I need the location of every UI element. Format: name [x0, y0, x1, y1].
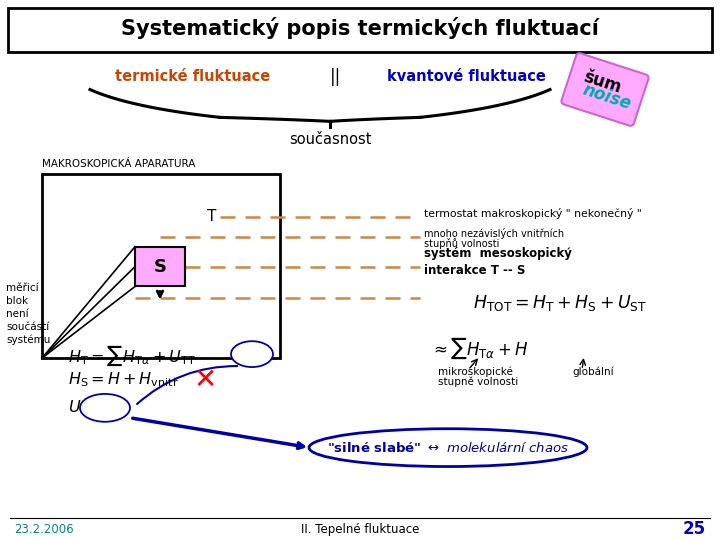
Text: blok: blok — [6, 296, 28, 306]
Text: stupňů volnosti: stupňů volnosti — [424, 238, 500, 249]
Ellipse shape — [231, 341, 273, 367]
Text: mnoho nezávislých vnitřních: mnoho nezávislých vnitřních — [424, 228, 564, 239]
Text: mikroskopické: mikroskopické — [438, 367, 513, 377]
Text: MAKROSKOPICKÁ APARATURA: MAKROSKOPICKÁ APARATURA — [42, 159, 195, 169]
Text: $U_{\mathrm{ST}} = ?$: $U_{\mathrm{ST}} = ?$ — [68, 399, 123, 417]
Text: Systematický popis termických fluktuací: Systematický popis termických fluktuací — [121, 17, 599, 39]
Text: šum: šum — [580, 68, 624, 97]
Text: ||: || — [330, 68, 341, 86]
Text: $\approx \sum H_{\mathrm{T}\alpha} + H$: $\approx \sum H_{\mathrm{T}\alpha} + H$ — [430, 335, 528, 361]
Bar — [135, 247, 185, 287]
Text: současnost: současnost — [289, 132, 372, 147]
Text: stupně volnosti: stupně volnosti — [438, 377, 518, 387]
FancyBboxPatch shape — [562, 53, 649, 126]
Text: součástí: součástí — [6, 322, 49, 332]
Text: $H_{\mathrm{T}} = \sum H_{\mathrm{T}\alpha} + U_{\mathrm{TT}}$: $H_{\mathrm{T}} = \sum H_{\mathrm{T}\alp… — [68, 344, 196, 368]
Text: globální: globální — [572, 367, 613, 377]
Text: měřicí: měřicí — [6, 284, 39, 293]
Text: "silné slabé" $\leftrightarrow$ $\mathbf{\mathit{molekulární\ chaos}}$: "silné slabé" $\leftrightarrow$ $\mathbf… — [327, 441, 569, 455]
Ellipse shape — [309, 429, 587, 467]
Text: $H_{\mathrm{S}} = H + H_{\mathrm{vnitř}}$: $H_{\mathrm{S}} = H + H_{\mathrm{vnitř}}… — [68, 370, 179, 389]
Text: interakce T -- S: interakce T -- S — [424, 264, 526, 277]
Text: termické fluktuace: termické fluktuace — [115, 69, 271, 84]
Text: $H_{\mathrm{TOT}} = H_{\mathrm{T}} + H_{\mathrm{S}} + U_{\mathrm{ST}}$: $H_{\mathrm{TOT}} = H_{\mathrm{T}} + H_{… — [473, 293, 647, 313]
Text: systém  mesoskopický: systém mesoskopický — [424, 247, 572, 260]
Text: 23.2.2006: 23.2.2006 — [14, 523, 73, 536]
Bar — [8, 8, 712, 52]
Bar — [42, 174, 280, 358]
Text: ✕: ✕ — [194, 366, 217, 394]
Text: II. Tepelné fluktuace: II. Tepelné fluktuace — [301, 523, 419, 536]
Text: S: S — [153, 258, 166, 275]
Text: noise: noise — [580, 80, 634, 113]
Text: T: T — [207, 210, 216, 224]
Text: kvantové fluktuace: kvantové fluktuace — [387, 69, 546, 84]
Text: není: není — [6, 309, 29, 319]
Text: termostat makroskopický " nekonečný ": termostat makroskopický " nekonečný " — [424, 208, 642, 219]
Ellipse shape — [80, 394, 130, 422]
Text: systému: systému — [6, 335, 50, 346]
Text: 25: 25 — [683, 520, 706, 538]
